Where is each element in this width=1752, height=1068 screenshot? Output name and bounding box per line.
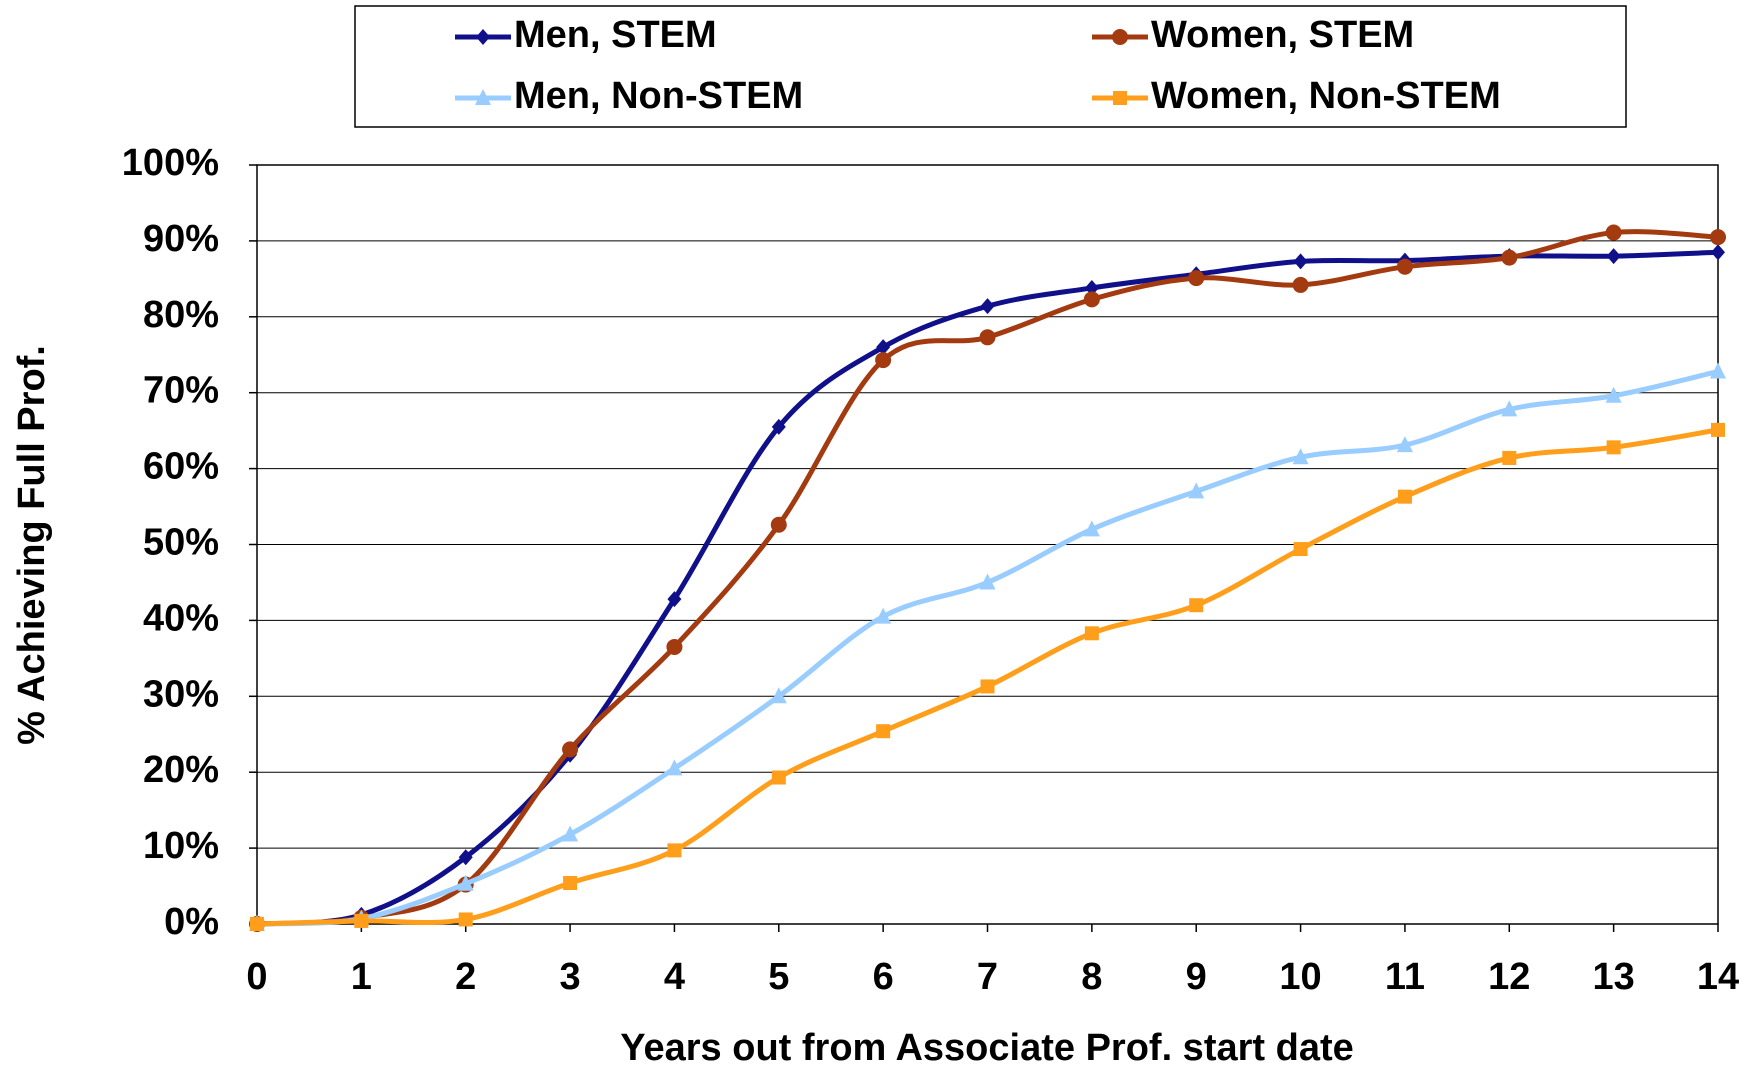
x-tick-label: 14 xyxy=(1697,956,1739,998)
marker xyxy=(1502,450,1517,465)
marker xyxy=(1083,520,1100,537)
x-tick-label: 12 xyxy=(1488,956,1530,998)
marker xyxy=(458,912,473,927)
y-tick-label: 30% xyxy=(143,673,219,715)
legend-marker xyxy=(1113,91,1127,105)
y-tick-label: 80% xyxy=(143,294,219,336)
marker xyxy=(979,573,996,590)
legend-label: Women, STEM xyxy=(1151,14,1414,56)
marker xyxy=(562,741,579,758)
marker xyxy=(562,825,579,842)
legend-box xyxy=(354,5,1627,128)
series-line xyxy=(256,229,1719,927)
legend-marker xyxy=(1112,29,1128,45)
x-tick-label: 3 xyxy=(560,956,581,998)
marker xyxy=(770,687,787,704)
marker xyxy=(1188,270,1205,287)
legend-label: Men, Non-STEM xyxy=(514,75,803,117)
x-tick-label: 9 xyxy=(1186,956,1207,998)
y-axis-title: % Achieving Full Prof. xyxy=(11,345,53,745)
marker xyxy=(980,298,995,315)
marker xyxy=(1293,542,1308,557)
marker xyxy=(875,607,892,624)
marker xyxy=(1501,249,1518,266)
marker xyxy=(1501,400,1518,417)
marker xyxy=(1606,440,1621,455)
marker xyxy=(980,679,995,694)
y-tick-label: 90% xyxy=(143,218,219,260)
y-tick-label: 50% xyxy=(143,522,219,564)
marker xyxy=(876,339,891,356)
marker xyxy=(1189,598,1204,613)
marker xyxy=(1711,244,1725,261)
x-tick-label: 8 xyxy=(1081,956,1102,998)
x-tick-label: 6 xyxy=(873,956,894,998)
x-tick-label: 5 xyxy=(768,956,789,998)
marker xyxy=(770,516,787,533)
plot-frame xyxy=(256,164,1719,925)
marker xyxy=(667,843,682,858)
x-tick-label: 0 xyxy=(246,956,267,998)
marker xyxy=(1605,386,1622,403)
x-tick-label: 1 xyxy=(351,956,372,998)
marker xyxy=(666,759,683,776)
marker xyxy=(876,724,891,739)
marker xyxy=(1710,362,1726,379)
marker xyxy=(1605,224,1622,241)
marker xyxy=(1396,258,1413,275)
marker xyxy=(563,876,578,891)
marker xyxy=(354,913,369,928)
marker xyxy=(1084,626,1099,641)
x-tick-label: 2 xyxy=(455,956,476,998)
legend-marker xyxy=(475,89,491,105)
marker xyxy=(1710,229,1726,246)
marker xyxy=(457,874,474,891)
marker xyxy=(458,849,473,866)
marker xyxy=(1083,291,1100,308)
x-tick-label: 4 xyxy=(664,956,685,998)
marker xyxy=(1711,422,1725,437)
marker xyxy=(1084,279,1099,296)
marker xyxy=(771,418,786,435)
y-tick-label: 100% xyxy=(122,142,219,184)
y-tick-label: 20% xyxy=(143,749,219,791)
marker xyxy=(979,329,996,346)
marker xyxy=(1396,436,1413,453)
y-tick-label: 10% xyxy=(143,825,219,867)
marker xyxy=(1293,253,1308,270)
marker xyxy=(1292,276,1309,293)
legend-label: Men, STEM xyxy=(514,14,717,56)
x-axis-title: Years out from Associate Prof. start dat… xyxy=(620,1027,1354,1068)
marker xyxy=(771,770,786,785)
marker xyxy=(250,917,264,931)
series-line xyxy=(256,369,1719,927)
marker xyxy=(1292,448,1309,465)
y-tick-label: 60% xyxy=(143,446,219,488)
marker xyxy=(667,591,682,608)
series-line xyxy=(256,249,1719,927)
x-tick-label: 11 xyxy=(1385,956,1425,998)
x-tick-label: 7 xyxy=(977,956,998,998)
marker xyxy=(875,352,892,369)
y-tick-label: 70% xyxy=(143,370,219,412)
marker xyxy=(1188,482,1205,499)
marker xyxy=(666,638,683,655)
legend-label: Women, Non-STEM xyxy=(1151,75,1501,117)
y-tick-label: 40% xyxy=(143,597,219,639)
marker xyxy=(1606,248,1621,265)
y-tick-label: 0% xyxy=(164,901,219,943)
marker xyxy=(1397,489,1412,504)
x-tick-label: 10 xyxy=(1279,956,1321,998)
x-tick-label: 13 xyxy=(1593,956,1635,998)
legend-marker xyxy=(476,29,490,45)
